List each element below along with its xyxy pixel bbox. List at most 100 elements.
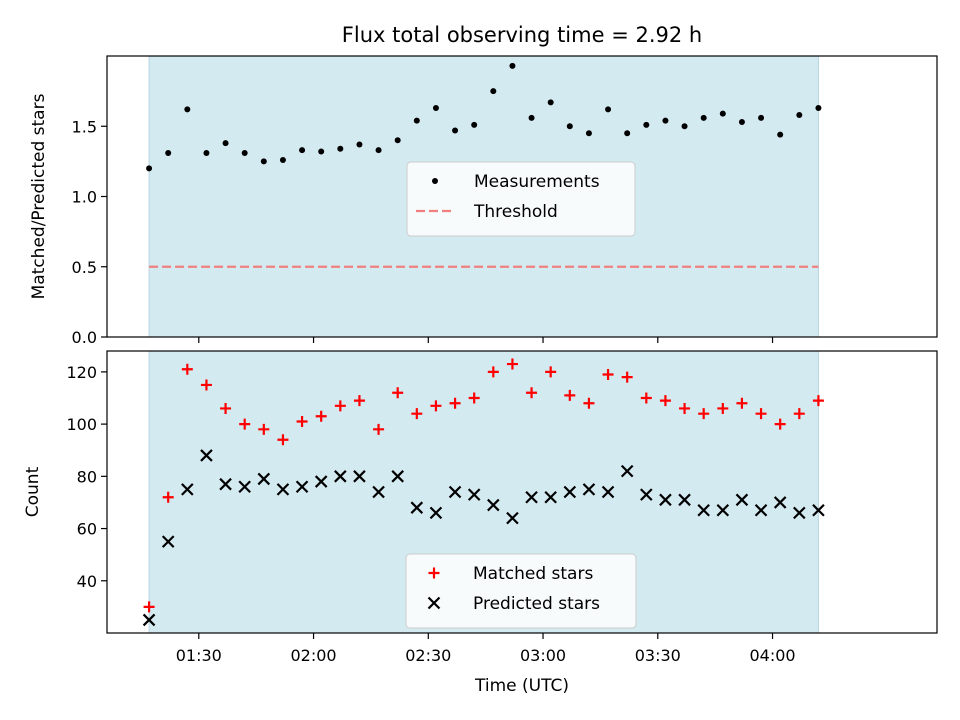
matched-stars-point [277, 434, 289, 446]
matched-stars-point [449, 397, 461, 409]
y-tick-label: 100 [66, 415, 97, 434]
matched-stars-point [698, 408, 710, 420]
measurement-point [452, 127, 459, 134]
predicted-stars-point [716, 504, 730, 517]
legend-box [405, 553, 637, 629]
predicted-stars-point [640, 488, 653, 501]
measurement-point [299, 147, 306, 154]
measurement-point [279, 156, 286, 163]
matched-stars-point [717, 402, 729, 414]
measurement-point [165, 149, 172, 156]
matched-stars-point [430, 400, 442, 412]
predicted-stars-point [467, 488, 481, 501]
y-tick-label: 1.0 [72, 188, 97, 207]
x-tick-label: 03:30 [635, 646, 681, 665]
matched-stars-point [755, 408, 767, 420]
predicted-stars-point [219, 477, 232, 491]
measurement-point [700, 114, 707, 121]
predicted-stars-point [448, 485, 462, 499]
matched-stars-point [679, 402, 691, 414]
predicted-stars-point [735, 493, 749, 507]
measurement-point [681, 123, 688, 130]
x-tick-label: 02:30 [405, 646, 451, 665]
predicted-stars-point [678, 493, 691, 507]
panel-ratio: 0.0 0.5 1.0 1.5 Matched/Predicted stars Flux … [29, 23, 938, 347]
matched-stars-point [411, 408, 423, 420]
y-tick-label: 0.5 [72, 258, 97, 277]
matched-stars-point [200, 379, 212, 391]
predicted-stars-point [773, 496, 787, 509]
matched-stars-point [315, 410, 327, 422]
matched-stars-point [239, 418, 251, 430]
panel-counts: 40 60 80 100 120 01:30 02:00 02:30 03:00 03:30 04:… [23, 350, 938, 696]
measurement-point [318, 148, 325, 155]
measurement-point [222, 140, 229, 147]
matched-stars-point [220, 402, 232, 414]
y-axis-label: Count [23, 466, 43, 517]
measurement-point [815, 104, 822, 111]
legend-label: Predicted stars [473, 594, 600, 614]
x-axis-label: Time (UTC) [474, 676, 569, 696]
matched-stars-point [526, 387, 538, 399]
predicted-stars-point [812, 504, 825, 517]
y-tick-label: 120 [66, 363, 97, 382]
legend-marker-x [427, 596, 441, 610]
matched-stars-point [334, 400, 346, 412]
matched-stars-point [602, 369, 614, 380]
predicted-stars-point [238, 480, 251, 494]
predicted-stars-point [391, 470, 404, 483]
measurement-point [738, 119, 745, 126]
measurement-point [796, 112, 803, 119]
measurement-point [413, 117, 420, 124]
predicted-stars-point [506, 511, 519, 525]
predicted-stars-point [142, 613, 156, 627]
predicted-stars-point [563, 485, 577, 499]
predicted-stars-point [601, 485, 615, 499]
x-tick-label: 04:00 [749, 646, 795, 665]
y-tick-label: 1.5 [72, 117, 97, 136]
predicted-stars-point [793, 506, 806, 520]
measurement-point [375, 147, 382, 154]
measurement-point [509, 62, 516, 69]
measurement-point [605, 106, 612, 113]
x-tick-label: 01:30 [176, 646, 222, 665]
predicted-stars-point [353, 470, 366, 483]
matched-stars-point [736, 397, 748, 409]
predicted-stars-point [372, 485, 385, 499]
measurement-point [547, 99, 554, 106]
measurement-point [490, 88, 497, 95]
measurement-point [241, 149, 248, 156]
matched-stars-point [774, 418, 786, 430]
matched-stars-point [392, 387, 404, 399]
x-tick-label: 02:00 [290, 646, 336, 665]
measurement-point [394, 137, 401, 144]
measurement-point [758, 114, 765, 121]
matched-stars-point [373, 423, 385, 435]
matched-stars-point [143, 601, 155, 613]
predicted-stars-point [276, 483, 290, 496]
matched-stars-point [583, 397, 595, 409]
matched-stars-point [258, 423, 270, 435]
measurement-point [528, 114, 535, 121]
measurement-point [184, 106, 191, 113]
legend-box [406, 161, 636, 237]
measurement-point [356, 141, 363, 148]
y-tick-label: 0.0 [72, 328, 97, 347]
predicted-stars-point [544, 490, 557, 504]
axes-frame [106, 55, 938, 338]
matched-stars-point [487, 366, 499, 378]
legend-marker-plus [428, 567, 440, 579]
measurement-point [260, 158, 267, 165]
y-tick-label: 40 [77, 572, 97, 591]
predicted-stars-point [181, 483, 194, 496]
measurement-point [566, 123, 573, 130]
legend: Measurements Threshold [406, 161, 636, 237]
predicted-stars-point [487, 498, 500, 512]
matched-stars-point [564, 389, 576, 401]
predicted-stars-point [314, 475, 328, 488]
predicted-stars-point [525, 490, 538, 504]
legend-label: Threshold [473, 202, 558, 222]
measurement-point [662, 117, 669, 124]
